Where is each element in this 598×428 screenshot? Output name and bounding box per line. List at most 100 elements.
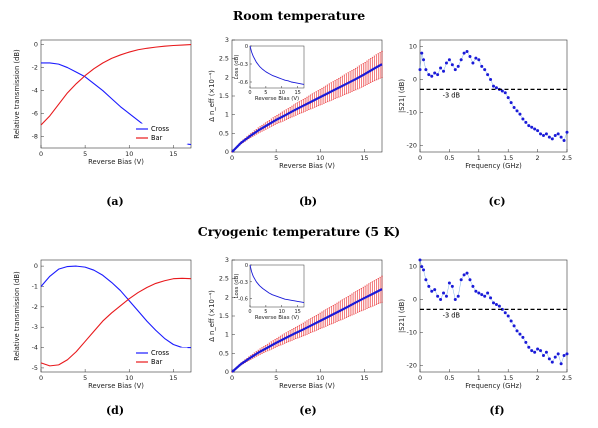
y-tick-label: -0.6 — [238, 80, 248, 86]
data-point — [547, 357, 551, 361]
trace-line — [419, 51, 568, 141]
data-point — [436, 73, 440, 77]
data-point — [418, 258, 422, 262]
data-point — [489, 296, 493, 300]
data-point — [521, 117, 525, 121]
legend-label-cross: Cross — [151, 349, 170, 357]
data-point — [509, 101, 513, 105]
x-tick-label: 1.5 — [503, 154, 513, 162]
y-tick-label: 0 — [413, 296, 417, 304]
x-tick-label: 15 — [294, 90, 300, 96]
y-tick-label: 0.5 — [219, 349, 229, 357]
data-point — [506, 314, 510, 318]
data-point — [492, 84, 495, 88]
x-tick-label: 1 — [477, 374, 481, 382]
mean-line — [231, 63, 383, 153]
x-tick-label: 15 — [360, 154, 368, 162]
x-tick-label: 1 — [477, 154, 481, 162]
section-title-room: Room temperature — [233, 8, 365, 23]
data-point — [565, 130, 569, 134]
x-tick-label: 15 — [294, 309, 300, 315]
y-tick-label: -6 — [32, 110, 38, 118]
data-point — [536, 129, 540, 133]
y-tick-label: 2 — [225, 293, 229, 301]
data-point — [433, 288, 437, 292]
data-point — [447, 281, 451, 285]
legend-label-bar: Bar — [151, 358, 163, 366]
y-axis-label: Relative transmission (dB) — [13, 271, 21, 361]
data-point — [500, 307, 504, 311]
data-point — [424, 68, 428, 72]
data-point — [524, 120, 528, 124]
inset-frame — [249, 264, 305, 308]
y-axis-label: |S21| (dB) — [398, 79, 406, 113]
data-point — [518, 332, 522, 336]
y-tick-label: -20 — [407, 361, 417, 369]
panel-label-d: (d) — [106, 404, 124, 417]
y-tick-label: -8 — [32, 133, 38, 141]
data-point — [533, 127, 537, 131]
data-point — [553, 355, 557, 359]
y-tick-label: -4 — [32, 344, 38, 352]
y-tick-label: 0 — [34, 262, 38, 270]
y-tick-label: 1.5 — [219, 312, 229, 320]
data-point — [556, 132, 560, 136]
threshold-label: -3 dB — [443, 311, 461, 319]
x-tick-label: 15 — [169, 374, 177, 382]
data-point — [474, 56, 478, 60]
x-axis-label: Reverse Bias (V) — [88, 158, 144, 166]
x-tick-label: 10 — [125, 150, 133, 158]
y-axis-label: |S21| (dB) — [398, 299, 406, 333]
data-point — [465, 50, 469, 54]
data-point — [541, 354, 545, 358]
data-point — [515, 109, 519, 113]
x-tick-label: 15 — [169, 150, 177, 158]
data-point — [471, 61, 475, 65]
y-tick-label: -20 — [407, 141, 417, 149]
x-tick-label: 5 — [264, 309, 267, 315]
data-point — [506, 96, 510, 100]
legend-label-cross: Cross — [151, 125, 170, 133]
data-point — [420, 51, 424, 55]
x-axis-label: Reverse Bias (V) — [279, 162, 335, 170]
y-tick-label: 0 — [225, 148, 229, 156]
data-point — [541, 134, 545, 138]
plot-frame — [419, 39, 568, 153]
panel-e: 0 5 10 15 0 0.5 1 1.5 2 2.5 3 Reverse Bias (V) Δ n_e… — [208, 256, 383, 417]
data-point — [527, 345, 531, 349]
y-tick-label: 1 — [225, 331, 229, 339]
x-tick-label: 2 — [536, 154, 540, 162]
data-point — [444, 294, 448, 298]
panel-d: 0 5 10 15 -5 -4 -3 -2 -1 0 Reverse Bias (V) Relativ… — [13, 259, 192, 417]
data-point — [486, 73, 490, 77]
x-axis-label: Reverse Bias (V) — [279, 382, 335, 390]
y-tick-label: -0.3 — [238, 62, 248, 68]
series-line-cross — [40, 265, 191, 349]
data-point — [447, 58, 451, 62]
data-point — [494, 302, 498, 306]
data-point — [459, 58, 463, 62]
data-point — [562, 354, 566, 358]
data-point — [497, 304, 501, 308]
data-point — [492, 301, 495, 305]
inset-y-axis-label: Loss (dB) — [234, 274, 240, 299]
x-tick-label: 5 — [83, 374, 87, 382]
panel-f: 0 0.5 1 1.5 2 2.5 -20 -10 0 10 Frequency (GHz) |S21… — [398, 258, 572, 417]
data-point — [503, 91, 507, 95]
data-point — [477, 58, 481, 62]
data-point — [544, 350, 548, 354]
y-tick-label: 2 — [225, 73, 229, 81]
y-tick-label: 0 — [245, 44, 248, 50]
data-point — [433, 71, 437, 75]
data-point — [536, 347, 540, 351]
inset-loss-line — [249, 264, 305, 303]
data-point — [459, 278, 463, 282]
x-tick-label: 2.5 — [562, 374, 572, 382]
y-axis-label: Δ n_eff (×10⁻⁴) — [208, 290, 216, 342]
panel-a: 0 5 10 15 -8 -6 -4 -2 0 Reverse Bias (V) Relative … — [13, 39, 192, 208]
section-title-cryogenic: Cryogenic temperature (5 K) — [198, 224, 400, 239]
x-tick-label: 0 — [39, 150, 43, 158]
panel-c: 0 0.5 1 1.5 2 2.5 -20 -10 0 10 Frequency (GHz) |S21… — [398, 39, 572, 208]
data-point — [512, 106, 516, 110]
